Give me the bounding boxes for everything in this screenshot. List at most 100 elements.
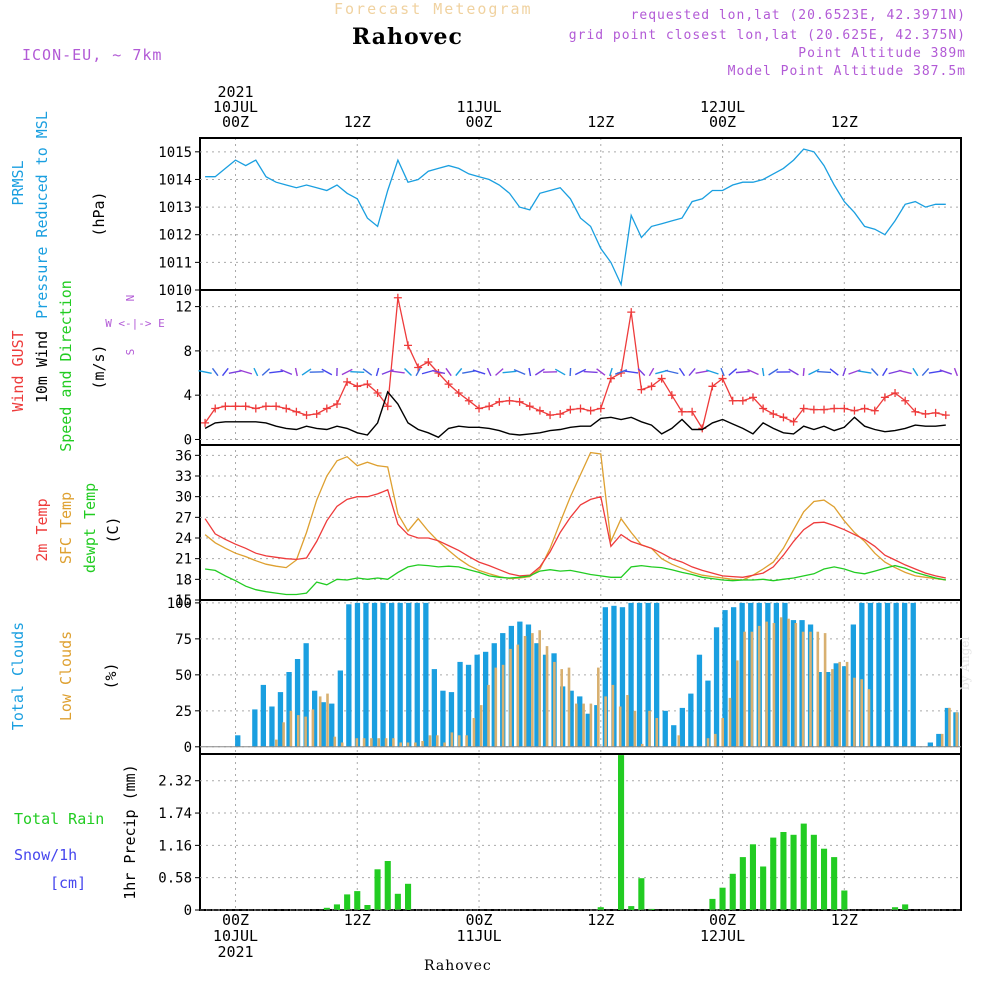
total-cloud-bar xyxy=(269,706,275,747)
gust-marker xyxy=(941,411,950,420)
clouds-ytick-label: 50 xyxy=(175,668,192,684)
total-cloud-bar xyxy=(568,690,574,747)
total-cloud-bar xyxy=(252,709,258,747)
total-cloud-bar xyxy=(893,602,899,747)
wind-speed-line xyxy=(204,390,946,439)
wind-direction-arrow xyxy=(788,368,799,376)
low-cloud-bar xyxy=(955,712,959,747)
gust-marker xyxy=(809,405,818,414)
low-cloud-bar xyxy=(414,742,417,747)
low-cloud-bar xyxy=(538,630,541,747)
wind-direction-arrow xyxy=(735,370,750,374)
rain-bar xyxy=(810,834,817,910)
low-cloud-bar xyxy=(384,738,388,747)
low-cloud-bar xyxy=(443,742,446,747)
wind-ytick-label: 4 xyxy=(184,388,192,404)
wind-direction-arrow xyxy=(802,367,805,377)
gust-marker xyxy=(820,405,829,414)
gust-marker xyxy=(261,402,270,411)
gust-marker xyxy=(911,407,920,416)
low-cloud-bar xyxy=(582,703,585,747)
point-altitude: Point Altitude 389m xyxy=(798,46,966,61)
sfc-temp-line xyxy=(204,451,946,581)
wind-direction-arrow xyxy=(882,367,888,377)
temp-label-unit: (C) xyxy=(104,516,122,543)
time-label-bottom: 12Z xyxy=(831,911,858,929)
wind-direction-arrow xyxy=(921,367,930,377)
low-cloud-bar xyxy=(392,738,395,747)
gust-marker xyxy=(657,374,666,383)
gust-marker xyxy=(282,404,291,413)
low-cloud-bar xyxy=(648,710,651,747)
low-cloud-bar xyxy=(465,735,468,747)
time-label-bottom: 2021 xyxy=(217,943,253,961)
wind-direction-arrow xyxy=(431,369,446,375)
total-cloud-bar xyxy=(611,605,617,747)
low-cloud-bar xyxy=(531,633,534,747)
gust-marker xyxy=(769,410,778,418)
temp-label-2m: 2m Temp xyxy=(33,498,51,561)
pressure-line xyxy=(205,148,946,287)
total-cloud-bar xyxy=(739,602,745,747)
pressure-label-unit: (hPa) xyxy=(90,191,108,236)
total-cloud-bar xyxy=(859,602,865,747)
precip-label-cm: [cm] xyxy=(50,874,86,892)
wind-panel-frame xyxy=(199,289,962,446)
low-cloud-bar xyxy=(597,667,600,747)
low-cloud-bar xyxy=(355,738,359,747)
total-cloud-bar xyxy=(790,620,797,747)
wind-direction-arrow xyxy=(445,367,452,377)
wind-direction-arrow xyxy=(280,369,293,375)
low-cloud-bar xyxy=(655,718,659,747)
total-cloud-bar xyxy=(731,607,737,747)
time-label-bottom: 12Z xyxy=(344,911,371,929)
wind-label-unit: (m/s) xyxy=(90,344,108,389)
wind-direction-arrow xyxy=(898,369,912,375)
low-cloud-bar xyxy=(362,738,366,747)
wind-direction-arrow xyxy=(928,370,943,374)
precip-label-snow: Snow/1h xyxy=(14,846,77,864)
temperature-ytick-label: 18 xyxy=(175,572,192,588)
gust-marker xyxy=(870,406,879,415)
wind-direction-arrow xyxy=(808,368,820,376)
time-gridlines xyxy=(235,138,845,910)
low-cloud-bar xyxy=(326,693,329,747)
gust-marker xyxy=(546,411,555,420)
time-label-bottom: 11JUL xyxy=(456,927,501,945)
gust-marker xyxy=(566,405,575,414)
low-cloud-bar xyxy=(831,669,834,747)
total-cloud-bar xyxy=(406,602,412,747)
wind-direction-arrow xyxy=(768,368,779,376)
requested-coords: requested lon,lat (20.6523E, 42.3971N) xyxy=(630,8,966,23)
gust-marker xyxy=(637,385,646,394)
total-cloud-bar xyxy=(645,602,651,747)
total-cloud-bar xyxy=(329,703,335,747)
low-cloud-bar xyxy=(436,735,439,747)
total-cloud-bar xyxy=(782,602,788,747)
total-cloud-bar xyxy=(457,661,463,747)
total-cloud-bar xyxy=(884,602,891,747)
wind-direction-arrow xyxy=(261,368,271,376)
gust-marker xyxy=(525,402,534,411)
wind-direction-arrow xyxy=(953,367,959,377)
chart-title: Forecast Meteogram xyxy=(334,0,533,18)
low-cloud-bar xyxy=(772,623,776,747)
total-cloud-bar xyxy=(525,624,532,747)
time-label-top: 12Z xyxy=(344,113,371,131)
wind-direction-arrow xyxy=(390,370,405,374)
time-label-top: 12JUL xyxy=(700,98,745,116)
low-cloud-bar xyxy=(472,718,476,747)
model-label: ICON-EU, ~ 7km xyxy=(22,46,163,64)
gust-marker xyxy=(231,402,240,411)
rain-bar xyxy=(821,848,828,910)
wind-direction-arrow xyxy=(341,368,353,376)
total-cloud-bar xyxy=(465,664,472,747)
gust-marker xyxy=(211,404,220,413)
gust-marker xyxy=(748,393,757,402)
precip-ytick-label: 1.16 xyxy=(158,838,192,854)
gridpoint-coords: grid point closest lon,lat (20.625E, 42.… xyxy=(568,28,966,43)
rain-bar xyxy=(719,887,726,910)
low-cloud-bar xyxy=(743,631,746,747)
low-cloud-bar xyxy=(604,696,607,747)
cloud-label-unit: (%) xyxy=(102,662,120,689)
